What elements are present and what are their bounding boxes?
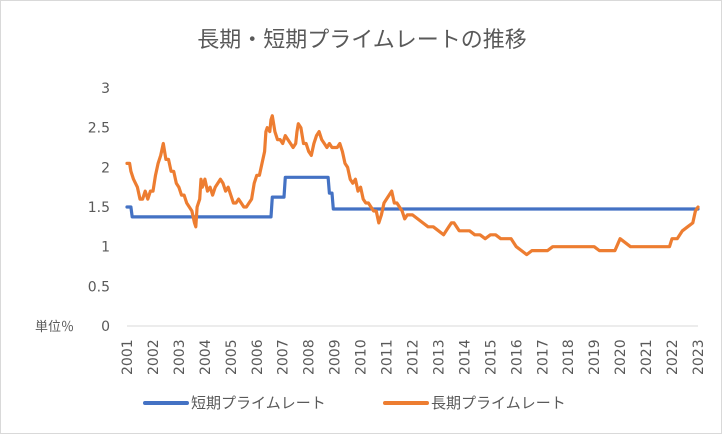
x-tick-label: 2006 bbox=[250, 339, 266, 375]
legend: 短期プライムレート 長期プライムレート bbox=[143, 394, 566, 412]
y-axis-ticks: 0 0.5 1 1.5 2 2.5 3 bbox=[88, 81, 110, 335]
x-tick-label: 2014 bbox=[457, 339, 473, 375]
x-tick-label: 2012 bbox=[406, 339, 422, 375]
x-tick-label: 2002 bbox=[146, 339, 162, 375]
x-tick-label: 2021 bbox=[639, 339, 655, 375]
x-axis-ticks: 2001 2002 2003 2004 2005 2006 2007 2008 2009 2010… bbox=[120, 339, 707, 375]
y-tick-label: 3 bbox=[101, 81, 110, 97]
x-tick-label: 2022 bbox=[665, 339, 681, 375]
x-tick-label: 2008 bbox=[302, 339, 318, 375]
y-tick-label: 1 bbox=[101, 240, 110, 256]
x-tick-label: 2023 bbox=[691, 339, 707, 375]
series-lines bbox=[125, 114, 700, 257]
x-tick-label: 2004 bbox=[198, 339, 214, 375]
x-tick-label: 2001 bbox=[120, 339, 136, 375]
legend-label: 長期プライムレート bbox=[431, 394, 566, 412]
y-tick-label: 2 bbox=[101, 160, 110, 176]
x-tick-label: 2013 bbox=[431, 339, 447, 375]
x-tick-label: 2010 bbox=[354, 339, 370, 375]
x-tick-label: 2007 bbox=[276, 339, 292, 375]
x-tick-label: 2015 bbox=[483, 339, 499, 375]
x-tick-label: 2018 bbox=[561, 339, 577, 375]
x-tick-label: 2016 bbox=[509, 339, 525, 375]
y-tick-label: 1.5 bbox=[88, 200, 110, 216]
series-line-1 bbox=[125, 114, 700, 257]
series-line-0 bbox=[125, 175, 700, 219]
y-axis-unit-label: 単位％ bbox=[35, 319, 74, 335]
chart-title: 長期・短期プライムレートの推移 bbox=[197, 28, 527, 53]
x-tick-label: 2017 bbox=[535, 339, 551, 375]
y-tick-label: 0.5 bbox=[88, 279, 110, 295]
x-tick-label: 2019 bbox=[587, 339, 603, 375]
x-tick-label: 2011 bbox=[380, 339, 396, 375]
x-tick-label: 2003 bbox=[172, 339, 188, 375]
x-tick-label: 2005 bbox=[224, 339, 240, 375]
x-tick-label: 2009 bbox=[328, 339, 344, 375]
x-tick-label: 2020 bbox=[613, 339, 629, 375]
y-tick-label: 0 bbox=[101, 319, 110, 335]
y-tick-label: 2.5 bbox=[88, 121, 110, 137]
legend-label: 短期プライムレート bbox=[191, 394, 326, 412]
